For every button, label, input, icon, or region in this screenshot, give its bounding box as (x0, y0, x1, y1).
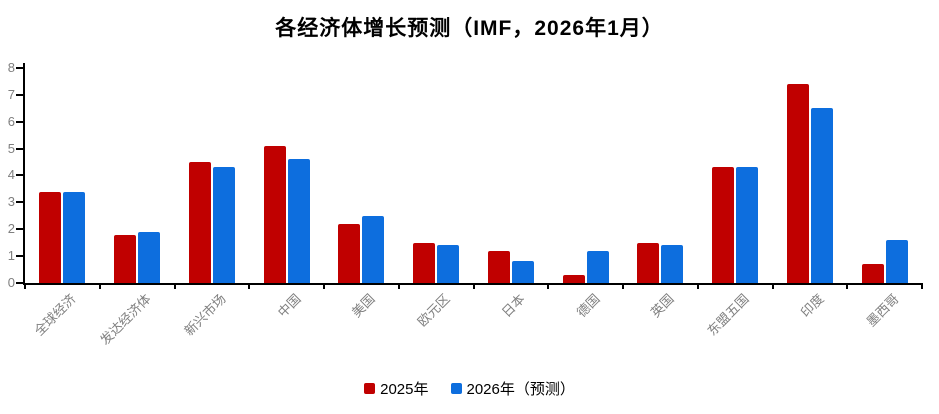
bar-series-1 (63, 192, 86, 283)
x-tick-mark (323, 283, 325, 289)
bar-series-1 (736, 167, 759, 283)
bar-series-0 (188, 162, 211, 283)
y-tick-mark (16, 94, 23, 96)
y-tick-label: 7 (7, 87, 15, 102)
y-tick-mark (16, 255, 23, 257)
y-tick-mark (16, 201, 23, 203)
bar-series-0 (263, 146, 286, 283)
plot-area: 0 1 2 3 4 5 6 7 8 全球经济 发达经济体 新兴市场 中国 美国 欧元区 日本 德国 英国 东盟五国… (8, 61, 923, 348)
bar-series-0 (39, 192, 62, 283)
x-tick-mark (921, 283, 923, 289)
y-tick-label: 1 (7, 248, 15, 263)
bar-series-1 (885, 240, 908, 283)
y-tick-label: 4 (7, 167, 15, 182)
bar-series-1 (212, 167, 235, 283)
bar-series-0 (712, 167, 735, 283)
bar-series-1 (810, 108, 833, 283)
y-tick-mark (16, 282, 23, 284)
bar-group (548, 68, 623, 283)
bar-group (175, 68, 250, 283)
legend-swatch-icon (450, 383, 462, 394)
bar-series-1 (586, 251, 609, 283)
x-axis-label: 英国 (647, 291, 677, 321)
x-axis-label: 中国 (274, 291, 304, 321)
bar-series-1 (287, 159, 310, 283)
bar-series-0 (413, 243, 436, 283)
y-tick-label: 6 (7, 114, 15, 129)
legend-swatch-icon (364, 383, 376, 394)
legend-label: 2026年（预测） (466, 381, 575, 398)
bar-series-0 (637, 243, 660, 283)
bar-series-0 (786, 84, 809, 283)
legend: 2025年 2026年（预测） (0, 378, 939, 399)
bar-group (100, 68, 175, 283)
chart-title: 各经济体增长预测（IMF，2026年1月） (275, 17, 664, 40)
x-axis-label: 日本 (498, 291, 528, 321)
x-axis-label: 印度 (797, 291, 827, 321)
y-tick-mark (16, 67, 23, 69)
bar-series-1 (138, 232, 161, 283)
bar-series-1 (437, 245, 460, 283)
x-axis-label: 新兴市场 (181, 291, 229, 339)
x-tick-mark (697, 283, 699, 289)
bar-group (25, 68, 100, 283)
bar-series-0 (487, 251, 510, 283)
legend-item: 2025年 (364, 378, 429, 399)
y-tick-mark (16, 121, 23, 123)
bar-group (474, 68, 549, 283)
bar-group (399, 68, 474, 283)
x-tick-mark (772, 283, 774, 289)
x-tick-mark (24, 283, 26, 289)
bar-group (324, 68, 399, 283)
bar-series-0 (114, 235, 137, 283)
bar-series-0 (861, 264, 884, 283)
x-tick-mark (846, 283, 848, 289)
legend-label: 2025年 (380, 381, 429, 398)
bar-group (623, 68, 698, 283)
x-axis-label: 美国 (348, 291, 378, 321)
x-axis-label: 欧元区 (414, 291, 453, 330)
bar-series-1 (511, 261, 534, 283)
x-tick-mark (547, 283, 549, 289)
x-axis-label: 德国 (573, 291, 603, 321)
bar-series-1 (661, 245, 684, 283)
x-tick-mark (622, 283, 624, 289)
y-tick-mark (16, 228, 23, 230)
x-tick-mark (174, 283, 176, 289)
bar-group (773, 68, 848, 283)
bar-series-1 (362, 216, 385, 283)
bar-group (698, 68, 773, 283)
bar-groups (25, 68, 922, 283)
x-tick-mark (398, 283, 400, 289)
y-tick-mark (16, 174, 23, 176)
x-tick-mark (473, 283, 475, 289)
bar-group (847, 68, 922, 283)
y-tick-label: 0 (7, 275, 15, 290)
y-tick-label: 2 (7, 221, 15, 236)
y-tick-label: 3 (7, 194, 15, 209)
bar-series-0 (338, 224, 361, 283)
bar-group (249, 68, 324, 283)
legend-item: 2026年（预测） (450, 378, 575, 399)
y-tick-mark (16, 148, 23, 150)
y-tick-label: 5 (7, 141, 15, 156)
y-tick-label: 8 (7, 60, 15, 75)
x-axis-label: 全球经济 (31, 291, 79, 339)
x-axis-label: 发达经济体 (97, 291, 154, 348)
bar-series-0 (562, 275, 585, 283)
x-axis-label: 墨西哥 (863, 291, 902, 330)
x-axis-label: 东盟五国 (704, 291, 752, 339)
x-tick-mark (99, 283, 101, 289)
x-tick-mark (248, 283, 250, 289)
